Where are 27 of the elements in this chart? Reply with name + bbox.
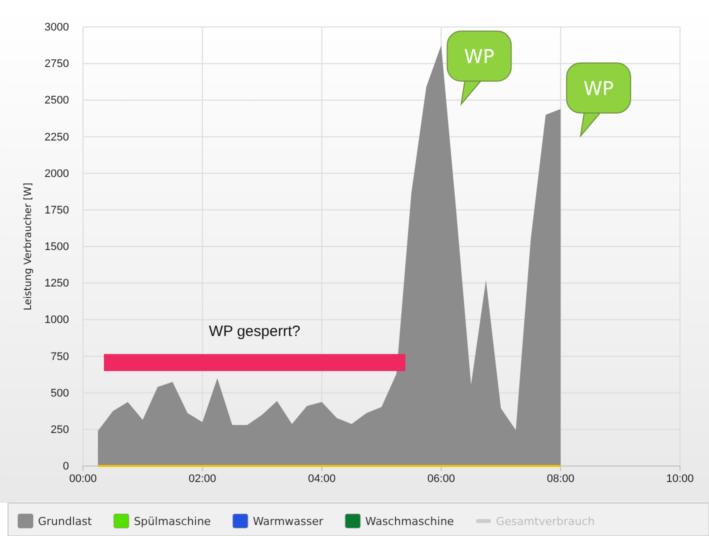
legend-label: Waschmaschine	[365, 515, 454, 528]
y-tick-label: 750	[50, 350, 69, 363]
y-tick-label: 1750	[44, 204, 69, 216]
y-tick-label: 2750	[44, 58, 69, 70]
x-tick-label: 10:00	[666, 472, 694, 485]
legend-label: Spülmaschine	[134, 515, 212, 528]
y-tick-label: 0	[62, 460, 69, 473]
x-tick-label: 04:00	[308, 472, 336, 485]
y-tick-label: 2000	[44, 168, 69, 180]
x-tick-label: 08:00	[546, 472, 574, 485]
x-tick-label: 00:00	[69, 472, 97, 485]
annotation: WP	[583, 78, 614, 100]
annotation: WP gesperrt?	[208, 323, 300, 340]
y-tick-label: 1250	[44, 278, 69, 290]
y-tick-label: 1000	[44, 314, 69, 326]
y-tick-label: 500	[50, 387, 69, 400]
legend-label: Warmwasser	[252, 515, 324, 528]
y-tick-label: 1500	[44, 241, 69, 254]
y-tick-label: 2500	[44, 94, 69, 107]
annotation: WP	[464, 46, 494, 68]
legend-label: Grundlast	[38, 515, 92, 528]
y-tick-label: 2250	[44, 131, 69, 144]
x-tick-label: 02:00	[188, 472, 216, 485]
y-tick-label: 3000	[44, 22, 69, 34]
y-axis-title: Leistung Verbraucher [W]	[23, 182, 34, 310]
y-tick-label: 250	[50, 424, 69, 436]
x-tick-label: 06:00	[427, 472, 455, 485]
